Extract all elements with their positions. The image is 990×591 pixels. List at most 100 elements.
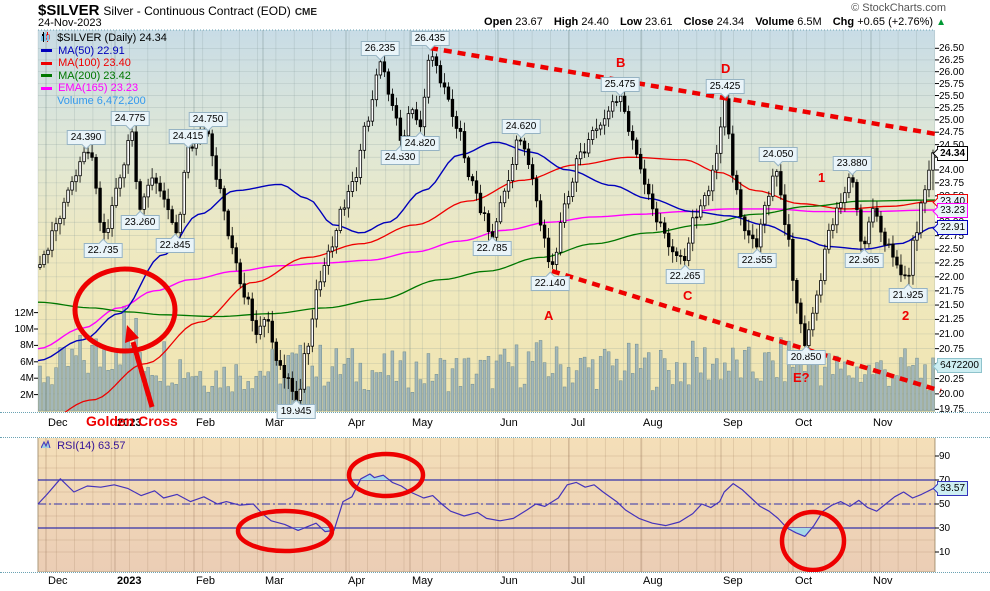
ma200-swatch-icon [41, 74, 52, 78]
volume-axis-tick: 6M [20, 356, 34, 368]
month-label: 2023 [117, 417, 142, 429]
legend-ema165-row: EMA(165) 23.23 [41, 82, 167, 95]
price-callout: 24.620 [501, 118, 541, 139]
price-callout: 24.820 [400, 131, 440, 151]
wave-letter-D: D [721, 61, 731, 76]
rsi-axis-tick: 50 [939, 499, 951, 510]
legend-symbol-label: $SILVER (Daily) 24.34 [57, 32, 167, 44]
month-label: Nov [873, 417, 893, 429]
volume-label: Volume [755, 16, 795, 28]
up-arrow-icon: ▲ [936, 17, 946, 28]
chart-date: 24-Nov-2023 [38, 17, 102, 29]
volume-value: 6.5M [797, 16, 822, 28]
legend-volume-label: Volume 6,472,200 [57, 94, 146, 107]
price-axis-tick: 24.00 [939, 164, 965, 176]
month-label: Jun [500, 417, 518, 429]
rsi-month-label: Jun [500, 575, 518, 587]
price-axis-tick: 21.00 [939, 328, 965, 340]
month-label: Jul [571, 417, 586, 429]
price-axis-tick: 24.50 [939, 140, 964, 151]
price-callout: 19.945 [276, 399, 316, 420]
price-axis-tick: 21.50 [939, 300, 965, 312]
open-value: 23.67 [515, 16, 543, 28]
month-label: Apr [348, 417, 366, 429]
last-price-tag: 22.91 [932, 220, 969, 236]
price-callout: 24.775 [110, 110, 150, 131]
quote-line: Open 23.67 High 24.40 Low 23.61 Close 24… [484, 16, 946, 28]
rsi-month-label: Nov [873, 575, 893, 587]
price-axis-tick: 19.75 [939, 404, 965, 416]
price-callout: 24.050 [758, 147, 798, 167]
legend-volume-row: Volume 6,472,200 [41, 33, 167, 108]
price-axis-tick: 26.00 [939, 66, 965, 78]
price-callout: 22.565 [844, 248, 884, 268]
golden-cross-circle [72, 266, 178, 354]
volume-axis-tick: 4M [20, 373, 34, 385]
rsi-x-axis-strip [0, 572, 990, 591]
price-callout: 22.785 [472, 236, 512, 256]
rsi-legend-label: RSI(14) 63.57 [57, 440, 126, 452]
rsi-axis-tick: 30 [939, 523, 951, 534]
price-axis-tick: 20.25 [939, 373, 965, 385]
rsi-month-label: Oct [795, 575, 813, 587]
exchange-label: CME [294, 7, 318, 18]
volume-axis-tick: 10M [14, 324, 34, 335]
price-callout: 24.390 [66, 130, 106, 150]
volume-axis-tick: 12M [14, 307, 34, 319]
rsi-axis-tick: 90 [939, 451, 951, 462]
rsi-month-label: Apr [348, 575, 366, 587]
price-callout: 24.530 [380, 145, 420, 166]
price-callout: 22.845 [155, 233, 195, 253]
price-callout: 24.415 [168, 128, 208, 149]
rsi-month-label: Aug [643, 575, 663, 587]
chg-label: Chg [832, 16, 855, 28]
rsi-month-label: Sep [723, 575, 743, 587]
legend-symbol-row: $SILVER (Daily) 24.34 [41, 32, 167, 45]
legend-ema165-label: EMA(165) 23.23 [58, 82, 139, 94]
last-price-tag: 6472200 [932, 358, 982, 373]
wave-letter-A: A [544, 308, 554, 323]
legend-ma200-row: MA(200) 23.42 [41, 70, 167, 83]
golden-cross-arrow [130, 341, 155, 408]
symbol-description: Silver - Continuous Contract (EOD) [103, 4, 291, 18]
price-axis-tick: 24.75 [939, 127, 965, 139]
main-legend: $SILVER (Daily) 24.34 MA(50) 22.91 MA(10… [41, 32, 167, 107]
month-label: Dec [48, 417, 68, 429]
price-axis-tick: 26.50 [939, 43, 965, 55]
legend-ma50-label: MA(50) 22.91 [58, 44, 125, 57]
high-label: High [553, 16, 579, 28]
close-value: 24.34 [716, 16, 745, 28]
price-axis-tick: 22.00 [939, 271, 965, 283]
price-axis-tick: 26.25 [939, 54, 965, 66]
price-axis-tick: 22.25 [939, 257, 965, 269]
wave-letter-1: 1 [818, 170, 826, 185]
price-axis-tick: 21.75 [939, 285, 965, 297]
rsi-month-label: Feb [196, 575, 215, 587]
last-price-tag: 24.34 [932, 145, 969, 161]
chg-value: +0.65 (+2.76%) [857, 16, 934, 28]
price-callout: 25.425 [705, 79, 745, 99]
volume-axis-tick: 8M [20, 340, 34, 352]
month-label: May [412, 417, 433, 429]
wave-letter-E: E? [793, 370, 810, 385]
copyright: © StockCharts.com [851, 2, 946, 14]
price-callout: 25.475 [600, 76, 640, 97]
rsi-month-label: 2023 [117, 575, 142, 587]
month-label: Feb [196, 417, 215, 429]
price-axis-tick: 20.00 [939, 388, 965, 400]
price-callout: 23.260 [120, 210, 160, 231]
last-price-tag: 23.23 [932, 203, 969, 219]
rsi-legend: RSI(14) 63.57 [41, 440, 126, 452]
rsi-month-label: Mar [265, 575, 284, 587]
rsi-value-tag: 63.57 [932, 480, 969, 496]
rsi-line [37, 473, 936, 538]
price-axis-tick: 25.50 [939, 90, 965, 102]
rsi-month-label: May [412, 575, 433, 587]
golden-cross-label: Golden Cross [86, 413, 178, 429]
price-callout: 26.435 [410, 31, 450, 51]
legend-ma200-label: MA(200) 23.42 [58, 69, 131, 82]
month-label: Sep [723, 417, 743, 429]
price-axis-tick: 25.00 [939, 114, 965, 126]
rsi-axis-tick: 10 [939, 547, 951, 558]
